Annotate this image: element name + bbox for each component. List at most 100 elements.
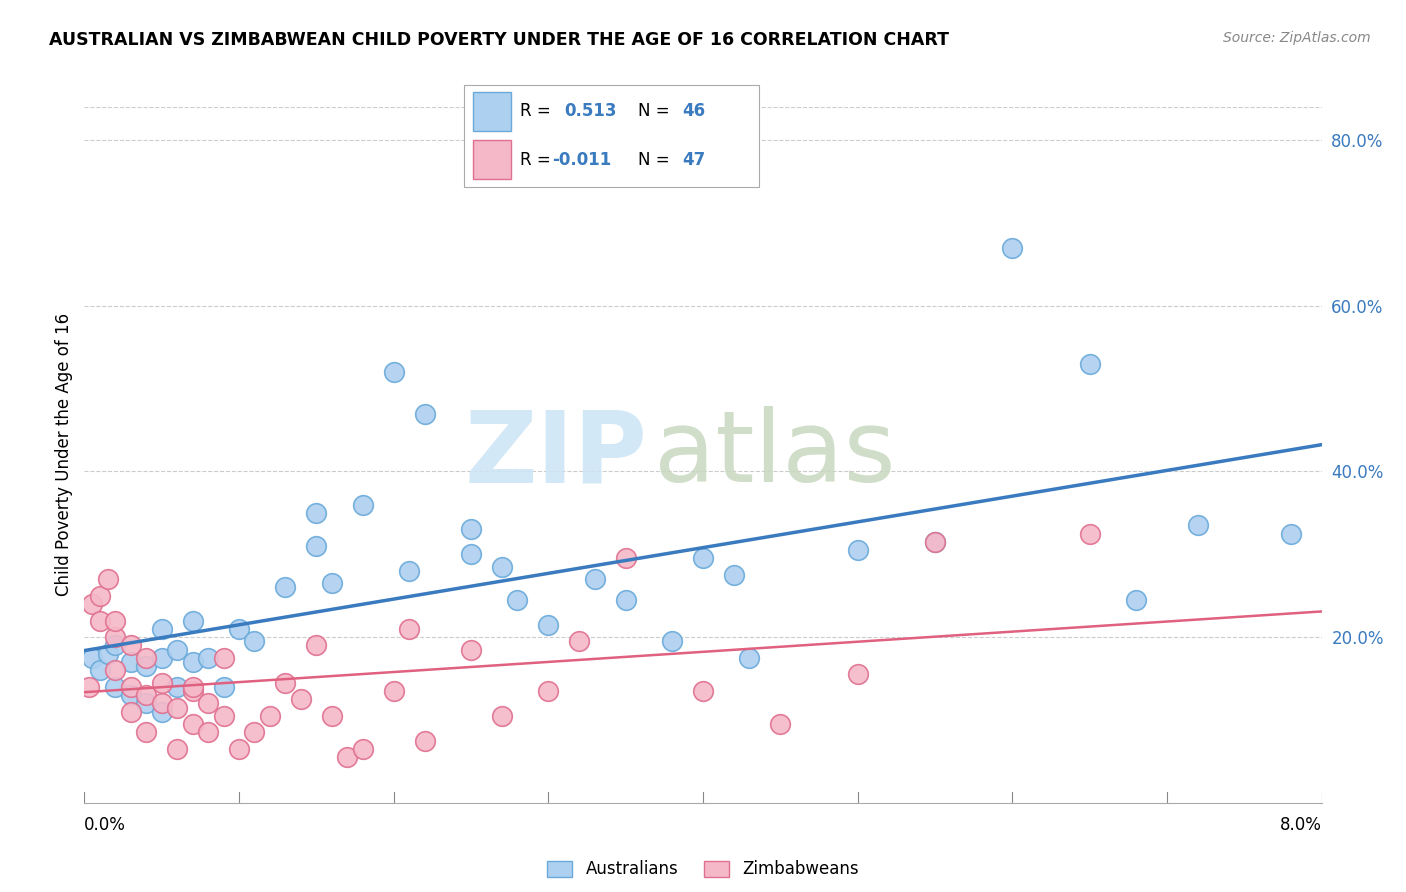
- Point: [77, 680, 100, 694]
- Point: [135, 659, 157, 673]
- Point: [738, 651, 761, 665]
- Text: Source: ZipAtlas.com: Source: ZipAtlas.com: [1223, 31, 1371, 45]
- Point: [104, 680, 127, 694]
- Point: [692, 684, 714, 698]
- Y-axis label: Child Poverty Under the Age of 16: Child Poverty Under the Age of 16: [55, 313, 73, 597]
- Point: [352, 742, 374, 756]
- Point: [491, 708, 513, 723]
- Text: 46: 46: [682, 103, 706, 120]
- Point: [305, 506, 328, 520]
- Point: [692, 551, 714, 566]
- Point: [1279, 526, 1302, 541]
- Point: [537, 617, 560, 632]
- Point: [89, 589, 111, 603]
- Point: [924, 535, 946, 549]
- Point: [120, 639, 142, 653]
- Point: [228, 622, 250, 636]
- Point: [104, 614, 127, 628]
- Point: [305, 539, 328, 553]
- Point: [398, 564, 420, 578]
- Point: [197, 697, 219, 711]
- Point: [259, 708, 281, 723]
- Text: -0.011: -0.011: [553, 151, 612, 169]
- Point: [212, 708, 235, 723]
- Point: [212, 680, 235, 694]
- Point: [181, 655, 204, 669]
- Point: [1125, 592, 1147, 607]
- Point: [568, 634, 591, 648]
- Point: [104, 663, 127, 677]
- Point: [89, 663, 111, 677]
- Point: [181, 717, 204, 731]
- Point: [135, 651, 157, 665]
- Point: [846, 543, 869, 558]
- Point: [336, 750, 359, 764]
- Point: [197, 651, 219, 665]
- Point: [96, 647, 118, 661]
- Point: [181, 680, 204, 694]
- Text: 47: 47: [682, 151, 706, 169]
- Point: [166, 742, 188, 756]
- Point: [82, 651, 104, 665]
- Point: [491, 559, 513, 574]
- Point: [460, 642, 482, 657]
- Point: [166, 680, 188, 694]
- Point: [120, 655, 142, 669]
- Point: [150, 622, 173, 636]
- Text: R =: R =: [520, 151, 551, 169]
- Point: [924, 535, 946, 549]
- Point: [166, 642, 188, 657]
- Point: [769, 717, 792, 731]
- Point: [321, 576, 343, 591]
- Point: [212, 651, 235, 665]
- Point: [120, 688, 142, 702]
- Text: 8.0%: 8.0%: [1279, 816, 1322, 834]
- Point: [274, 581, 297, 595]
- Point: [135, 725, 157, 739]
- Point: [150, 651, 173, 665]
- Point: [243, 725, 266, 739]
- Point: [1001, 241, 1024, 255]
- Point: [352, 498, 374, 512]
- Text: ZIP: ZIP: [464, 407, 647, 503]
- Point: [506, 592, 529, 607]
- Point: [583, 572, 606, 586]
- Point: [723, 568, 745, 582]
- Point: [305, 639, 328, 653]
- Point: [321, 708, 343, 723]
- Point: [537, 684, 560, 698]
- Point: [135, 697, 157, 711]
- Point: [382, 684, 405, 698]
- Point: [243, 634, 266, 648]
- Point: [197, 725, 219, 739]
- FancyBboxPatch shape: [464, 85, 759, 187]
- Text: N =: N =: [638, 151, 669, 169]
- Point: [150, 697, 173, 711]
- Text: 0.0%: 0.0%: [84, 816, 127, 834]
- Point: [614, 551, 637, 566]
- Point: [1078, 526, 1101, 541]
- Point: [96, 572, 118, 586]
- Text: 0.513: 0.513: [564, 103, 617, 120]
- Point: [274, 675, 297, 690]
- Point: [82, 597, 104, 611]
- Text: atlas: atlas: [654, 407, 896, 503]
- Point: [846, 667, 869, 681]
- FancyBboxPatch shape: [472, 140, 512, 179]
- Point: [181, 614, 204, 628]
- Point: [150, 675, 173, 690]
- Point: [290, 692, 312, 706]
- Point: [460, 547, 482, 561]
- Point: [104, 630, 127, 644]
- Text: N =: N =: [638, 103, 669, 120]
- Point: [150, 705, 173, 719]
- Point: [166, 700, 188, 714]
- Point: [398, 622, 420, 636]
- Point: [120, 680, 142, 694]
- Point: [661, 634, 683, 648]
- Point: [460, 523, 482, 537]
- Point: [413, 733, 436, 747]
- Point: [413, 407, 436, 421]
- Point: [228, 742, 250, 756]
- Text: AUSTRALIAN VS ZIMBABWEAN CHILD POVERTY UNDER THE AGE OF 16 CORRELATION CHART: AUSTRALIAN VS ZIMBABWEAN CHILD POVERTY U…: [49, 31, 949, 49]
